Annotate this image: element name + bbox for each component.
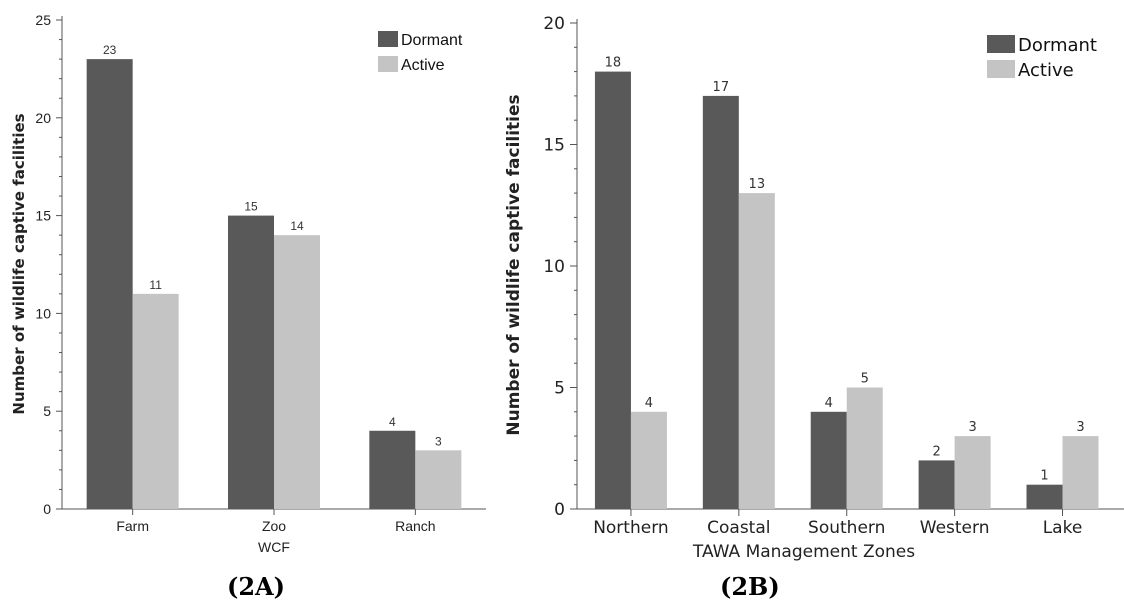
bar-active: [630, 411, 667, 509]
bar-dormant: [594, 71, 631, 509]
bar-active: [415, 450, 462, 509]
y-tick-label: 20: [543, 14, 565, 34]
data-label: 18: [605, 56, 622, 71]
y-tick-label: 20: [35, 110, 51, 126]
x-tick-label: Southern: [808, 518, 885, 538]
y-tick-label: 25: [35, 12, 51, 28]
legend-label: Dormant: [1018, 35, 1097, 56]
bar-dormant: [1026, 484, 1063, 509]
data-label: 3: [968, 420, 976, 435]
bar-dormant: [702, 95, 739, 510]
y-tick-label: 15: [543, 136, 565, 156]
panel-label-2a: (2A): [227, 572, 286, 601]
data-label: 15: [244, 200, 258, 214]
bar-active: [846, 387, 883, 509]
bar-dormant: [918, 460, 955, 509]
legend-swatch: [378, 56, 398, 72]
data-label: 2: [932, 444, 940, 459]
x-axis-label: TAWA Management Zones: [692, 542, 915, 562]
data-label: 5: [861, 372, 869, 387]
data-label: 4: [389, 415, 396, 429]
y-tick-label: 5: [554, 379, 565, 399]
legend-swatch: [987, 35, 1015, 53]
x-tick-label: Zoo: [262, 518, 286, 534]
bar-active: [954, 436, 991, 509]
data-label: 17: [713, 80, 730, 95]
data-label: 14: [290, 219, 304, 233]
x-axis-label: WCF: [258, 539, 290, 555]
x-tick-label: Lake: [1043, 518, 1083, 538]
bar-dormant: [228, 215, 274, 509]
data-label: 13: [749, 177, 766, 192]
x-tick-label: Coastal: [707, 518, 770, 538]
x-tick-label: Western: [920, 518, 990, 538]
bar-active: [132, 293, 179, 509]
x-tick-label: Ranch: [395, 518, 435, 534]
legend-label: Active: [1018, 60, 1074, 81]
data-label: 23: [103, 43, 117, 57]
y-tick-label: 5: [43, 403, 51, 419]
bar-active: [1062, 436, 1099, 509]
data-label: 11: [149, 278, 162, 292]
y-tick-label: 15: [35, 208, 51, 224]
y-tick-label: 0: [43, 501, 51, 517]
y-tick-label: 0: [554, 500, 565, 520]
data-label: 3: [435, 434, 442, 448]
data-label: 4: [825, 396, 833, 411]
x-tick-label: Northern: [593, 518, 668, 538]
legend-label: Dormant: [401, 32, 463, 49]
data-label: 4: [645, 396, 653, 411]
y-tick-label: 10: [543, 257, 565, 277]
x-tick-label: Farm: [116, 518, 149, 534]
data-label: 1: [1040, 469, 1048, 484]
chart-wcf: Number of wildlife captive facilities WC…: [10, 12, 486, 555]
bar-dormant: [369, 430, 416, 509]
legend-label: Active: [401, 57, 445, 74]
legend-swatch: [987, 60, 1015, 78]
bar-dormant: [810, 411, 847, 509]
y-tick-label: 10: [35, 305, 51, 321]
data-label: 3: [1076, 420, 1084, 435]
panel-label-2b: (2B): [720, 572, 780, 601]
legend-swatch: [378, 31, 398, 47]
chart-tawa-zones: Number of wildlife captive facilities TA…: [504, 14, 1124, 562]
y-axis-label: Number of wildlife captive facilities: [504, 94, 524, 435]
bar-active: [738, 193, 775, 509]
bar-dormant: [86, 59, 133, 510]
y-axis-label: Number of wildlife captive facilities: [10, 113, 28, 414]
bar-active: [274, 235, 320, 509]
